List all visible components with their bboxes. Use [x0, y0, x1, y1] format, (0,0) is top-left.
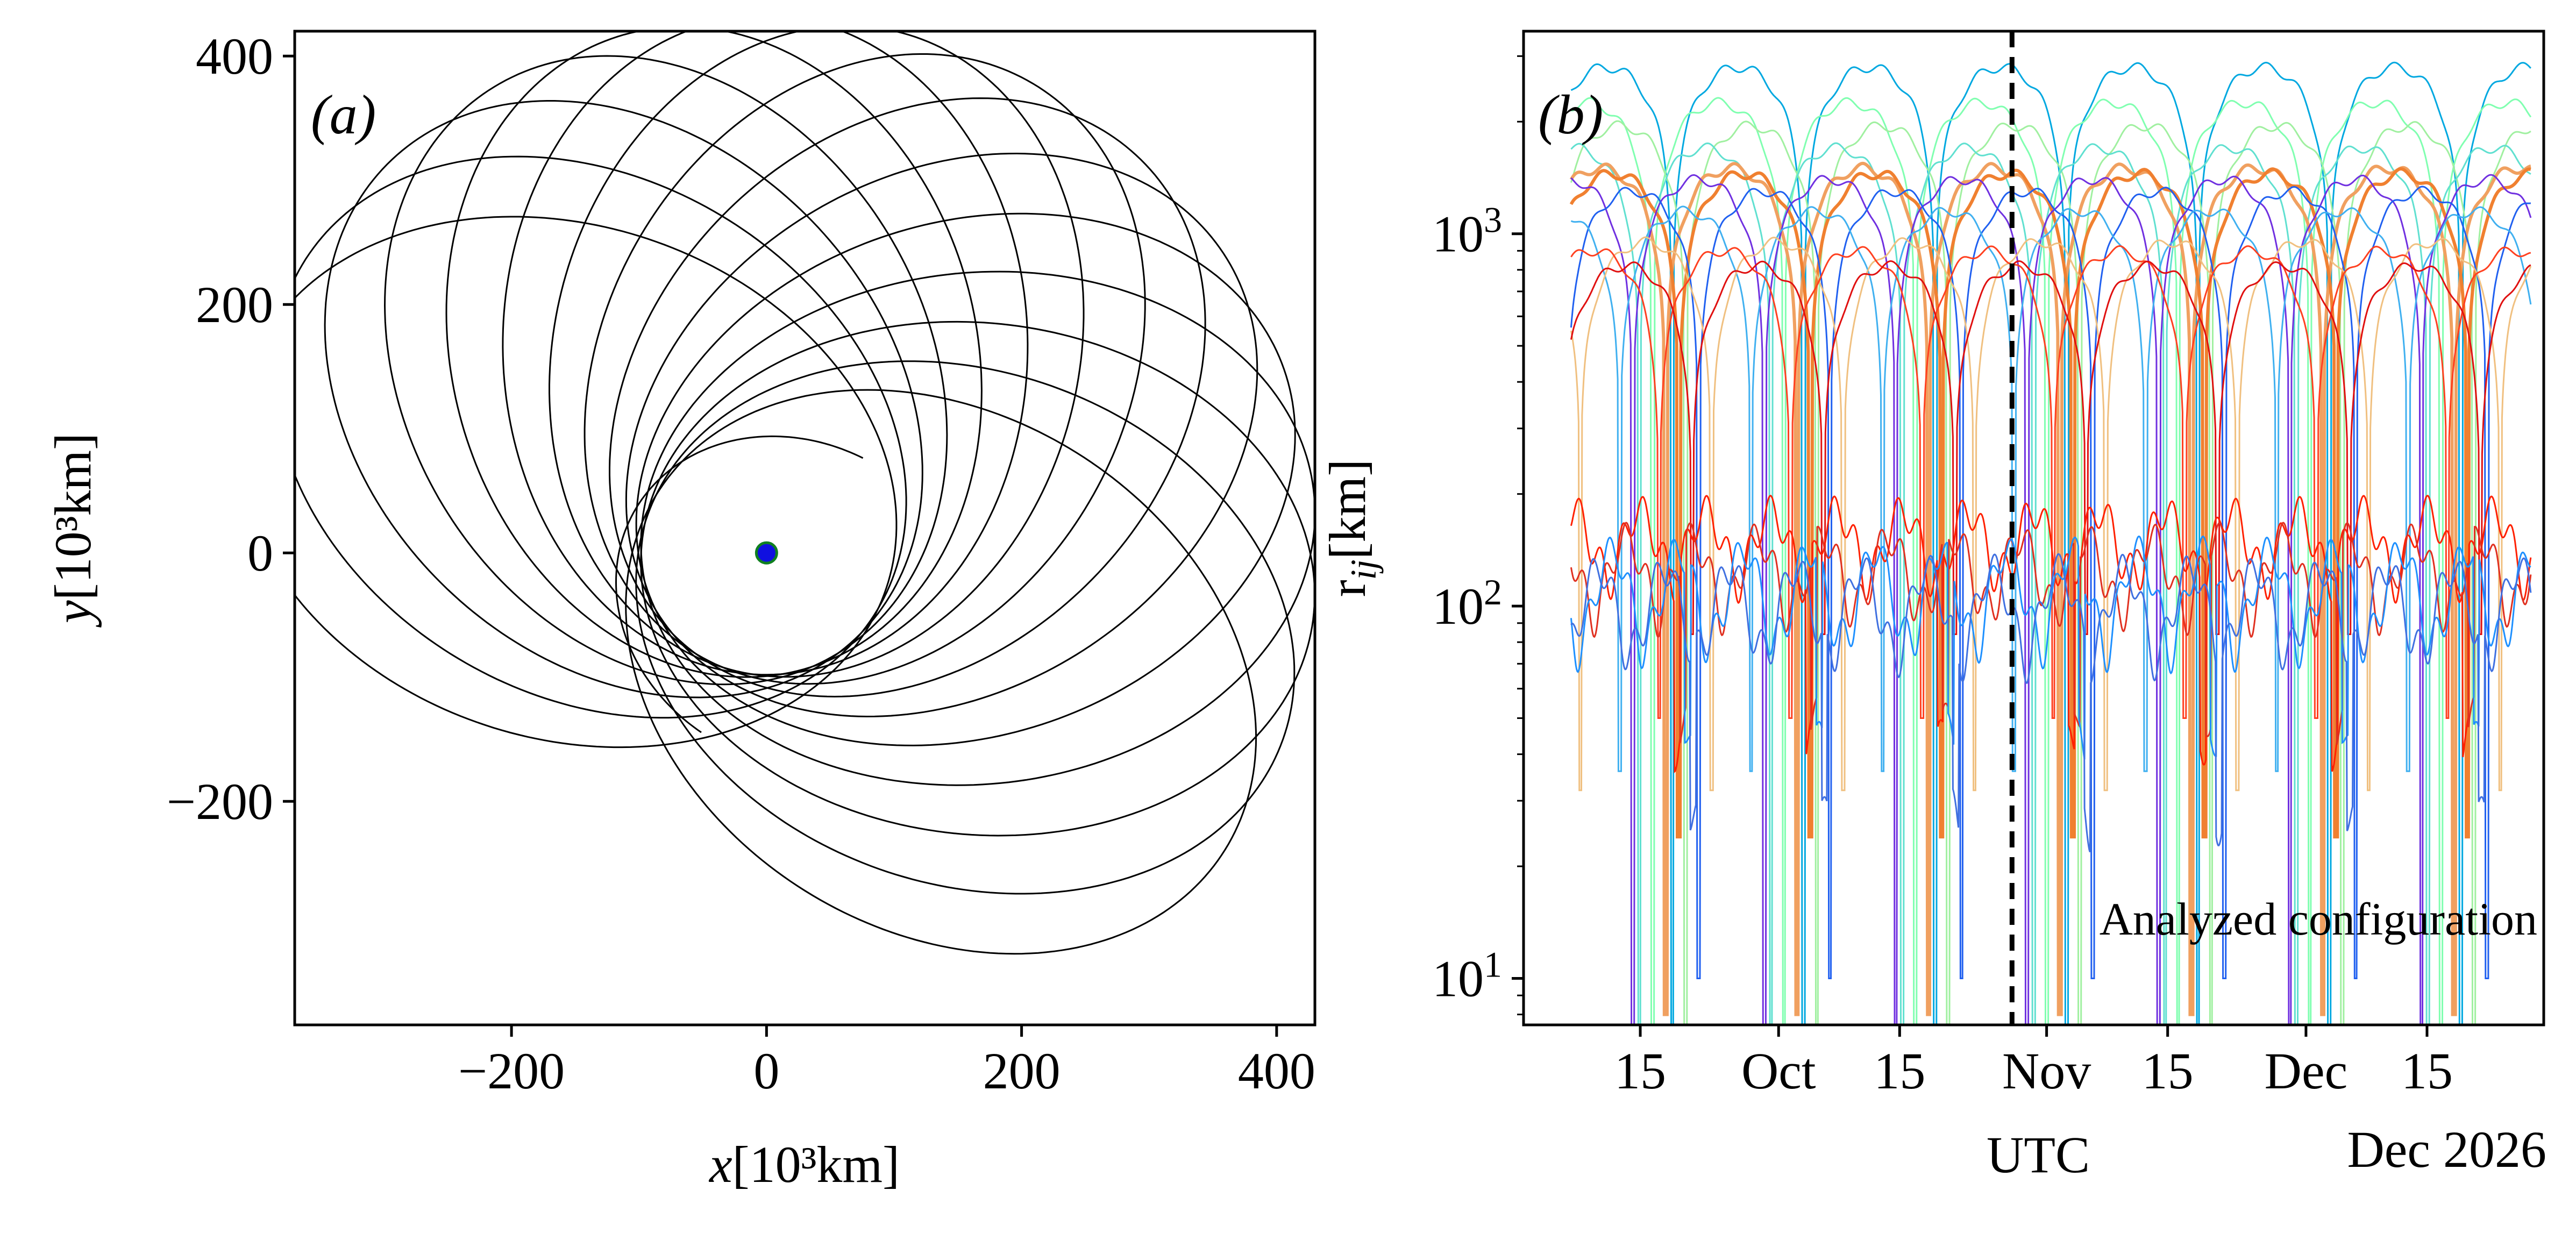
- distance-series-pair-04: [1570, 142, 2531, 1025]
- distance-series-pair-02: [1571, 97, 2532, 1025]
- b-y-tick-label: 102: [1432, 572, 1502, 635]
- analyzed-configuration-annotation: Analyzed configuration: [2100, 893, 2537, 945]
- distance-series-pair-14: [1570, 522, 2532, 745]
- orbit-curve: [383, 55, 948, 686]
- orbit-curves: [295, 31, 1315, 955]
- orbit-curve: [625, 152, 1258, 718]
- b-x-tick-label: 15: [1874, 1042, 1925, 1100]
- orbit-curve: [295, 216, 898, 749]
- orbit-curve: [635, 360, 1296, 895]
- orbit-curve: [609, 97, 1206, 698]
- distance-series-pair-03: [1570, 120, 2531, 1025]
- panel-a-frame: [293, 30, 1317, 1027]
- distance-series-pair-08: [1570, 186, 2531, 979]
- b-x-tick-label: 15: [2401, 1042, 2453, 1100]
- panel-b-y-ticks: 101 102 103: [1432, 55, 1524, 1016]
- panel-a-ylabel: y[10³km]: [44, 433, 102, 628]
- panel-b-distances: 15 Oct 15 Nov 15 Dec 15 101 102 103 (b) Analyzed…: [1319, 30, 2546, 1184]
- distance-series-pair-11: [1570, 245, 2531, 719]
- panel-b-date-offset: Dec 2026: [2347, 1121, 2546, 1178]
- panel-b-x-ticks: 15 Oct 15 Nov 15 Dec 15: [1614, 1025, 2453, 1100]
- orbit-curve: [583, 53, 1146, 685]
- distance-series-pair-15: [1570, 535, 2531, 760]
- a-x-tick-label: 200: [983, 1042, 1061, 1100]
- orbit-curve: [445, 31, 983, 678]
- orbit-curve: [502, 31, 1029, 676]
- panel-a-orbits: −200 0 200 400 −200 0 200 400 (a) x[10³km] y[1…: [44, 27, 1317, 1193]
- central-body-marker: [755, 541, 778, 565]
- a-y-tick-label: 400: [196, 27, 273, 85]
- panel-a-y-ticks: −200 0 200 400: [167, 27, 295, 830]
- orbit-curve: [635, 212, 1296, 746]
- distance-series-pair-05: [1569, 161, 2531, 1016]
- a-y-tick-label: 0: [247, 524, 273, 582]
- panel-b-label: (b): [1538, 84, 1603, 146]
- distance-series-pair-16: [1570, 553, 2532, 853]
- distance-series-pair-13: [1570, 495, 2532, 774]
- distance-curves: [1569, 61, 2532, 1025]
- a-x-tick-label: 0: [753, 1042, 779, 1100]
- distance-series-pair-01: [1570, 61, 2531, 1025]
- panel-a-xlabel: x[10³km]: [708, 1136, 900, 1193]
- orbit-curve: [640, 320, 1315, 837]
- panel-b-xlabel: UTC: [1987, 1126, 2090, 1184]
- b-x-tick-label: 15: [2142, 1042, 2194, 1100]
- central-body-dot: [755, 541, 778, 565]
- b-y-tick-label: 103: [1432, 199, 1502, 263]
- a-y-tick-label: −200: [167, 773, 273, 830]
- a-x-tick-label: −200: [458, 1042, 565, 1100]
- distance-series-pair-09: [1570, 205, 2532, 772]
- distance-series-pair-07: [1570, 174, 2532, 1025]
- b-x-tick-label: 15: [1614, 1042, 1666, 1100]
- orbit-curve: [549, 31, 1085, 678]
- panel-a-label: (a): [311, 84, 376, 146]
- distance-series-pair-12: [1570, 260, 2531, 635]
- b-x-tick-label: Nov: [2002, 1042, 2091, 1100]
- orbit-curve: [295, 155, 907, 719]
- panel-a-x-ticks: −200 0 200 400: [458, 1025, 1315, 1100]
- panel-b-frame: [1522, 30, 2545, 1027]
- orbit-curve: [324, 100, 923, 699]
- orbit-trailing-arc: [615, 435, 864, 733]
- distance-series-pair-10: [1570, 236, 2532, 792]
- distance-series-pair-06: [1569, 167, 2531, 839]
- b-x-tick-label: Dec: [2265, 1042, 2348, 1100]
- orbit-curve: [625, 389, 1257, 955]
- b-x-tick-label: Oct: [1741, 1042, 1816, 1100]
- orbit-curve: [640, 270, 1315, 786]
- a-y-tick-label: 200: [196, 276, 273, 333]
- b-y-tick-label: 101: [1432, 944, 1502, 1007]
- a-x-tick-label: 400: [1238, 1042, 1315, 1100]
- panel-b-ylabel: rij[km]: [1319, 459, 1384, 597]
